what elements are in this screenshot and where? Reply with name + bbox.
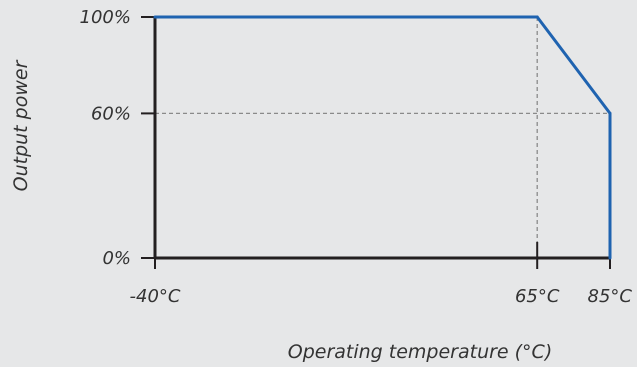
x-tick-label: 85°C bbox=[588, 286, 633, 307]
x-axis-label: Operating temperature (°C) bbox=[288, 341, 553, 363]
series-layer bbox=[153, 15, 612, 260]
data-point bbox=[608, 111, 612, 115]
tick-labels: 0% 60% 100% -40°C 65°C 85°C bbox=[80, 7, 633, 307]
data-point bbox=[608, 256, 612, 260]
reference-lines bbox=[155, 17, 610, 258]
derating-curve bbox=[155, 15, 612, 258]
y-tick-label: 60% bbox=[91, 103, 131, 124]
axes bbox=[141, 16, 611, 269]
data-point bbox=[153, 15, 157, 19]
y-axis-label: Output power bbox=[10, 59, 32, 191]
data-point bbox=[535, 15, 539, 19]
x-tick-label: -40°C bbox=[130, 286, 181, 307]
x-tick-label: 65°C bbox=[515, 286, 560, 307]
y-tick-label: 0% bbox=[102, 248, 131, 269]
y-tick-label: 100% bbox=[80, 7, 131, 28]
